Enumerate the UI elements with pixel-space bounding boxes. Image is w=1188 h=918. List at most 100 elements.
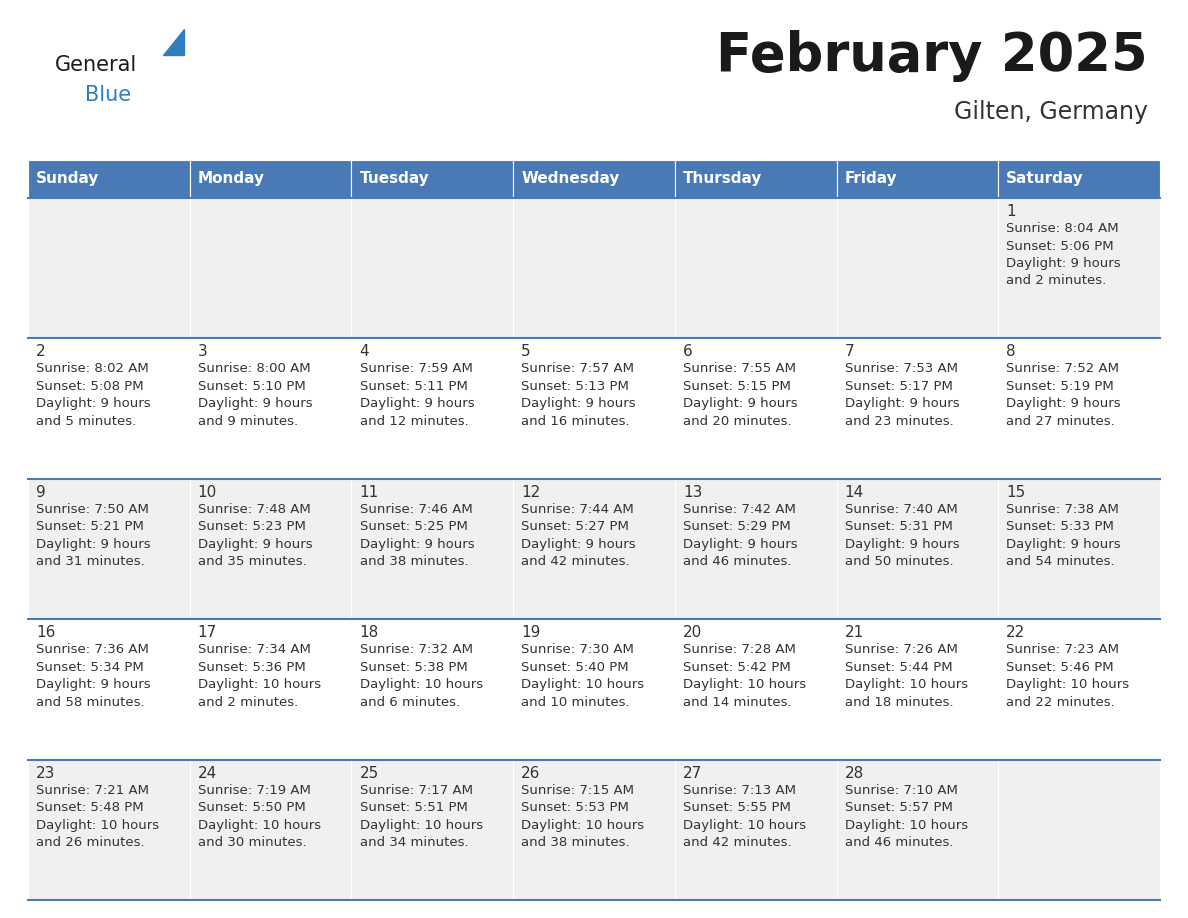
Text: 20: 20 (683, 625, 702, 640)
Text: Sunrise: 7:26 AM
Sunset: 5:44 PM
Daylight: 10 hours
and 18 minutes.: Sunrise: 7:26 AM Sunset: 5:44 PM Dayligh… (845, 644, 968, 709)
Text: 21: 21 (845, 625, 864, 640)
Bar (675, 198, 836, 339)
Text: 17: 17 (197, 625, 217, 640)
Text: Sunrise: 7:34 AM
Sunset: 5:36 PM
Daylight: 10 hours
and 2 minutes.: Sunrise: 7:34 AM Sunset: 5:36 PM Dayligh… (197, 644, 321, 709)
Text: Sunday: Sunday (36, 172, 100, 186)
Bar (29, 620, 190, 759)
Text: 26: 26 (522, 766, 541, 780)
Bar (998, 479, 1159, 620)
Bar (29, 479, 190, 620)
Text: 24: 24 (197, 766, 217, 780)
Text: Sunrise: 7:44 AM
Sunset: 5:27 PM
Daylight: 9 hours
and 42 minutes.: Sunrise: 7:44 AM Sunset: 5:27 PM Dayligh… (522, 503, 636, 568)
Text: Sunrise: 7:32 AM
Sunset: 5:38 PM
Daylight: 10 hours
and 6 minutes.: Sunrise: 7:32 AM Sunset: 5:38 PM Dayligh… (360, 644, 482, 709)
Text: 4: 4 (360, 344, 369, 360)
Text: Sunrise: 7:55 AM
Sunset: 5:15 PM
Daylight: 9 hours
and 20 minutes.: Sunrise: 7:55 AM Sunset: 5:15 PM Dayligh… (683, 363, 797, 428)
Text: General: General (55, 55, 138, 75)
Text: 18: 18 (360, 625, 379, 640)
Text: 6: 6 (683, 344, 693, 360)
Bar (190, 620, 352, 759)
Text: Sunrise: 7:30 AM
Sunset: 5:40 PM
Daylight: 10 hours
and 10 minutes.: Sunrise: 7:30 AM Sunset: 5:40 PM Dayligh… (522, 644, 644, 709)
Bar (998, 759, 1159, 900)
Text: Sunrise: 7:17 AM
Sunset: 5:51 PM
Daylight: 10 hours
and 34 minutes.: Sunrise: 7:17 AM Sunset: 5:51 PM Dayligh… (360, 784, 482, 849)
Text: 27: 27 (683, 766, 702, 780)
Bar (513, 160, 675, 198)
Bar (675, 479, 836, 620)
Text: 28: 28 (845, 766, 864, 780)
Text: Sunrise: 7:13 AM
Sunset: 5:55 PM
Daylight: 10 hours
and 42 minutes.: Sunrise: 7:13 AM Sunset: 5:55 PM Dayligh… (683, 784, 807, 849)
Text: Saturday: Saturday (1006, 172, 1085, 186)
Text: Friday: Friday (845, 172, 897, 186)
Bar (513, 620, 675, 759)
Bar (190, 160, 352, 198)
Polygon shape (163, 29, 184, 55)
Bar (998, 160, 1159, 198)
Text: Sunrise: 8:02 AM
Sunset: 5:08 PM
Daylight: 9 hours
and 5 minutes.: Sunrise: 8:02 AM Sunset: 5:08 PM Dayligh… (36, 363, 151, 428)
Text: Monday: Monday (197, 172, 265, 186)
Text: Sunrise: 7:21 AM
Sunset: 5:48 PM
Daylight: 10 hours
and 26 minutes.: Sunrise: 7:21 AM Sunset: 5:48 PM Dayligh… (36, 784, 159, 849)
Text: 9: 9 (36, 485, 46, 499)
Bar (352, 160, 513, 198)
Text: Sunrise: 7:42 AM
Sunset: 5:29 PM
Daylight: 9 hours
and 46 minutes.: Sunrise: 7:42 AM Sunset: 5:29 PM Dayligh… (683, 503, 797, 568)
Bar (836, 198, 998, 339)
Text: 15: 15 (1006, 485, 1025, 499)
Text: 12: 12 (522, 485, 541, 499)
Text: 2: 2 (36, 344, 45, 360)
Bar (513, 339, 675, 479)
Text: 14: 14 (845, 485, 864, 499)
Bar (352, 198, 513, 339)
Text: Sunrise: 7:36 AM
Sunset: 5:34 PM
Daylight: 9 hours
and 58 minutes.: Sunrise: 7:36 AM Sunset: 5:34 PM Dayligh… (36, 644, 151, 709)
Bar (675, 160, 836, 198)
Text: Sunrise: 8:04 AM
Sunset: 5:06 PM
Daylight: 9 hours
and 2 minutes.: Sunrise: 8:04 AM Sunset: 5:06 PM Dayligh… (1006, 222, 1121, 287)
Bar (513, 759, 675, 900)
Bar (675, 620, 836, 759)
Bar (190, 479, 352, 620)
Bar (190, 759, 352, 900)
Text: Sunrise: 7:46 AM
Sunset: 5:25 PM
Daylight: 9 hours
and 38 minutes.: Sunrise: 7:46 AM Sunset: 5:25 PM Dayligh… (360, 503, 474, 568)
Bar (836, 339, 998, 479)
Bar (29, 198, 190, 339)
Text: Sunrise: 7:40 AM
Sunset: 5:31 PM
Daylight: 9 hours
and 50 minutes.: Sunrise: 7:40 AM Sunset: 5:31 PM Dayligh… (845, 503, 959, 568)
Bar (836, 160, 998, 198)
Text: 25: 25 (360, 766, 379, 780)
Text: Blue: Blue (86, 85, 131, 105)
Text: Sunrise: 7:28 AM
Sunset: 5:42 PM
Daylight: 10 hours
and 14 minutes.: Sunrise: 7:28 AM Sunset: 5:42 PM Dayligh… (683, 644, 807, 709)
Text: Tuesday: Tuesday (360, 172, 429, 186)
Text: Sunrise: 7:53 AM
Sunset: 5:17 PM
Daylight: 9 hours
and 23 minutes.: Sunrise: 7:53 AM Sunset: 5:17 PM Dayligh… (845, 363, 959, 428)
Bar (190, 339, 352, 479)
Bar (29, 160, 190, 198)
Bar (513, 198, 675, 339)
Bar (836, 479, 998, 620)
Text: Sunrise: 7:15 AM
Sunset: 5:53 PM
Daylight: 10 hours
and 38 minutes.: Sunrise: 7:15 AM Sunset: 5:53 PM Dayligh… (522, 784, 644, 849)
Text: 3: 3 (197, 344, 208, 360)
Text: 13: 13 (683, 485, 702, 499)
Bar (352, 759, 513, 900)
Text: 19: 19 (522, 625, 541, 640)
Text: 8: 8 (1006, 344, 1016, 360)
Bar (675, 759, 836, 900)
Bar (675, 339, 836, 479)
Text: Sunrise: 7:19 AM
Sunset: 5:50 PM
Daylight: 10 hours
and 30 minutes.: Sunrise: 7:19 AM Sunset: 5:50 PM Dayligh… (197, 784, 321, 849)
Text: February 2025: February 2025 (716, 30, 1148, 82)
Text: Thursday: Thursday (683, 172, 763, 186)
Text: Sunrise: 7:52 AM
Sunset: 5:19 PM
Daylight: 9 hours
and 27 minutes.: Sunrise: 7:52 AM Sunset: 5:19 PM Dayligh… (1006, 363, 1121, 428)
Text: Sunrise: 7:50 AM
Sunset: 5:21 PM
Daylight: 9 hours
and 31 minutes.: Sunrise: 7:50 AM Sunset: 5:21 PM Dayligh… (36, 503, 151, 568)
Text: 23: 23 (36, 766, 56, 780)
Bar (998, 198, 1159, 339)
Bar (190, 198, 352, 339)
Text: Sunrise: 7:48 AM
Sunset: 5:23 PM
Daylight: 9 hours
and 35 minutes.: Sunrise: 7:48 AM Sunset: 5:23 PM Dayligh… (197, 503, 312, 568)
Text: Sunrise: 8:00 AM
Sunset: 5:10 PM
Daylight: 9 hours
and 9 minutes.: Sunrise: 8:00 AM Sunset: 5:10 PM Dayligh… (197, 363, 312, 428)
Bar (29, 339, 190, 479)
Text: Gilten, Germany: Gilten, Germany (954, 100, 1148, 124)
Bar (836, 620, 998, 759)
Bar (998, 620, 1159, 759)
Text: Sunrise: 7:38 AM
Sunset: 5:33 PM
Daylight: 9 hours
and 54 minutes.: Sunrise: 7:38 AM Sunset: 5:33 PM Dayligh… (1006, 503, 1121, 568)
Text: Sunrise: 7:59 AM
Sunset: 5:11 PM
Daylight: 9 hours
and 12 minutes.: Sunrise: 7:59 AM Sunset: 5:11 PM Dayligh… (360, 363, 474, 428)
Text: 10: 10 (197, 485, 217, 499)
Bar (836, 759, 998, 900)
Text: Sunrise: 7:10 AM
Sunset: 5:57 PM
Daylight: 10 hours
and 46 minutes.: Sunrise: 7:10 AM Sunset: 5:57 PM Dayligh… (845, 784, 968, 849)
Text: Sunrise: 7:23 AM
Sunset: 5:46 PM
Daylight: 10 hours
and 22 minutes.: Sunrise: 7:23 AM Sunset: 5:46 PM Dayligh… (1006, 644, 1130, 709)
Text: 22: 22 (1006, 625, 1025, 640)
Bar (352, 479, 513, 620)
Text: 11: 11 (360, 485, 379, 499)
Bar (29, 759, 190, 900)
